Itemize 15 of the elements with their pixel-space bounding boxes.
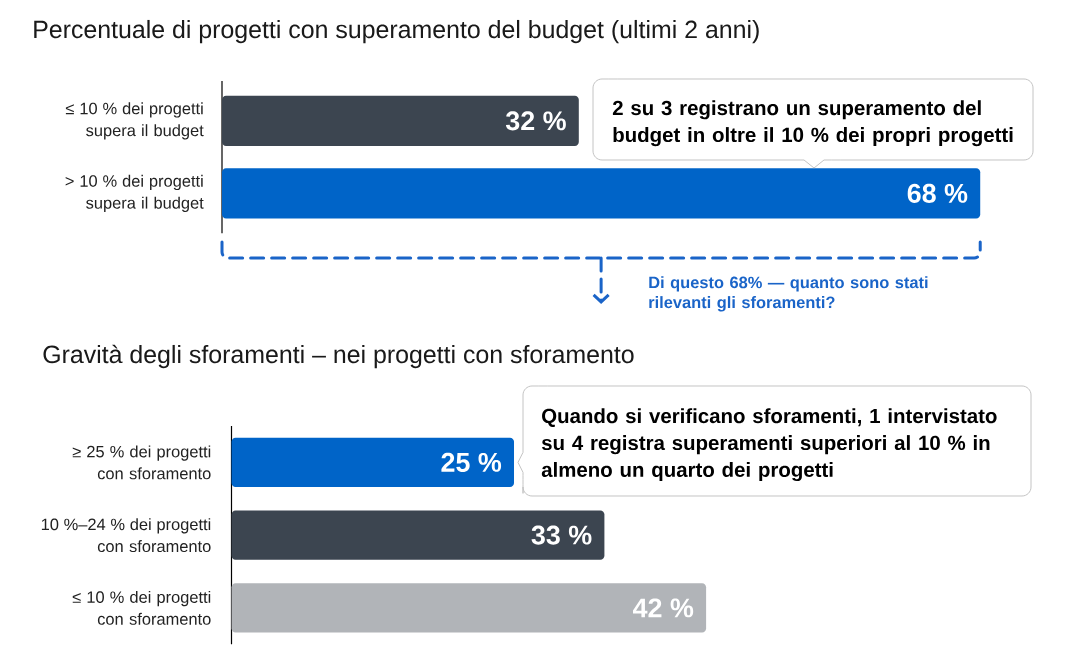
data-label: 33 %	[531, 525, 592, 545]
data-label: 42 %	[633, 598, 694, 618]
chart-title: Percentuale di progetti con superamento del budget (ultimi 2 anni)	[34, 19, 759, 44]
y-tick-label: ≤ 10 % dei progetti supera il budget	[65, 102, 204, 140]
annotation: 2 su 3 registrano un superamento del budget in oltre il 10 % dei propri progetti	[612, 100, 1013, 147]
y-tick-label: > 10 % dei progetti supera il budget	[65, 174, 204, 212]
y-tick-label: ≥ 25 % dei progetti con sforamento	[72, 445, 211, 480]
y-tick-label: ≤ 10 % dei progetti con sforamento	[72, 590, 211, 625]
data-label: 32 %	[505, 111, 566, 131]
text: Di questo 68% — quanto sono stati rilevanti gli sforamenti?	[649, 276, 928, 312]
data-label: 25 %	[441, 452, 502, 472]
annotation: Quando si verificano sforamenti, 1 intervistato su 4 registra superamenti superiori al 10 % in almeno un quarto dei progetti	[541, 408, 997, 482]
y-tick-label: 10 %–24 % dei progetti con sforamento	[41, 518, 211, 553]
chart-title: Gravità degli sforamenti – nei progetti con sforamento	[43, 344, 634, 369]
data-label: 68 %	[907, 183, 968, 203]
